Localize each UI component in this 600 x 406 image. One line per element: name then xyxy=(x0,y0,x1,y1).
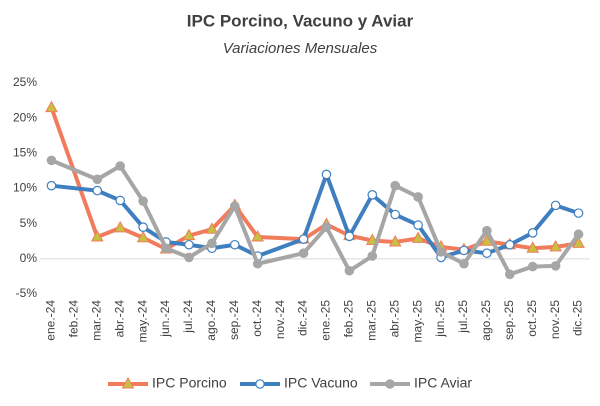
x-tick-label: may.-24 xyxy=(135,300,149,343)
data-point xyxy=(205,222,219,234)
data-point xyxy=(436,247,446,257)
data-point xyxy=(115,195,126,206)
data-point xyxy=(390,209,401,220)
data-point xyxy=(138,196,148,206)
x-tick-label: sep.-25 xyxy=(502,300,516,340)
data-point xyxy=(115,161,126,171)
x-tick-label: ago.-25 xyxy=(479,300,493,341)
y-tick-label: 5% xyxy=(20,216,38,230)
data-point xyxy=(411,231,425,243)
data-point xyxy=(413,192,423,202)
data-point xyxy=(113,220,127,233)
y-tick-label: 20% xyxy=(13,110,37,124)
data-point xyxy=(344,265,355,276)
x-tick-label: sep.-24 xyxy=(227,300,241,340)
chart-subtitle: Variaciones Mensuales xyxy=(223,40,378,57)
chart-title: IPC Porcino, Vacuno y Aviar xyxy=(187,11,414,30)
data-point xyxy=(229,239,240,250)
data-point xyxy=(251,229,265,242)
data-point xyxy=(138,222,148,232)
legend-marker xyxy=(121,376,135,389)
x-tick-label: oct.-24 xyxy=(250,300,264,337)
data-point xyxy=(480,234,494,246)
data-point xyxy=(482,225,492,236)
legend-marker xyxy=(385,379,395,389)
data-point xyxy=(321,169,332,180)
data-point xyxy=(527,228,538,238)
x-tick-label: mar.-24 xyxy=(89,300,103,341)
data-point xyxy=(573,208,584,218)
data-point xyxy=(573,229,584,240)
x-tick-label: feb.-24 xyxy=(67,300,81,338)
x-tick-label: abr.-25 xyxy=(387,300,401,338)
x-tick-label: nov.-25 xyxy=(548,300,562,339)
legend-marker xyxy=(255,379,265,389)
data-point xyxy=(298,248,309,259)
data-point xyxy=(367,251,378,261)
data-point xyxy=(549,239,562,252)
x-tick-label: ene.-24 xyxy=(44,300,58,341)
data-point xyxy=(504,269,515,280)
x-tick-label: dic.-25 xyxy=(571,300,585,336)
data-point xyxy=(136,230,150,243)
data-point xyxy=(482,248,492,259)
x-tick-label: jul.-25 xyxy=(456,300,470,334)
data-point xyxy=(161,243,171,254)
data-point xyxy=(252,258,263,269)
legend-label: IPC Aviar xyxy=(414,375,472,391)
data-point xyxy=(526,241,540,253)
x-tick-label: mar.-25 xyxy=(364,300,378,341)
y-tick-label: 15% xyxy=(13,146,37,160)
data-point xyxy=(46,155,57,166)
x-tick-label: abr.-24 xyxy=(112,300,126,338)
series xyxy=(46,169,584,263)
data-point xyxy=(184,252,194,263)
series xyxy=(46,155,584,280)
x-tick-label: ene.-25 xyxy=(319,300,333,341)
x-tick-label: feb.-25 xyxy=(342,300,356,338)
data-point xyxy=(390,180,401,191)
data-point xyxy=(572,236,585,248)
y-tick-label: 0% xyxy=(20,251,38,265)
x-tick-label: jun.-24 xyxy=(158,300,172,338)
x-tick-label: jul.-24 xyxy=(181,300,195,334)
data-point xyxy=(46,180,57,191)
data-point xyxy=(92,174,103,185)
data-point xyxy=(504,239,515,250)
x-tick-label: may.-25 xyxy=(410,300,424,343)
data-point xyxy=(344,231,355,242)
data-point xyxy=(298,234,309,244)
data-point xyxy=(184,239,194,250)
data-point xyxy=(45,100,58,113)
data-point xyxy=(182,228,196,241)
data-point xyxy=(229,201,240,211)
x-tick-label: jun.-25 xyxy=(433,300,447,338)
data-point xyxy=(527,261,538,272)
y-tick-label: 10% xyxy=(13,181,37,195)
data-point xyxy=(367,190,378,200)
series-line xyxy=(50,158,581,277)
x-tick-label: dic.-24 xyxy=(296,300,310,336)
x-tick-label: nov.-24 xyxy=(273,300,287,339)
data-point xyxy=(321,222,332,232)
legend-label: IPC Porcino xyxy=(152,375,227,391)
data-point xyxy=(550,261,561,271)
data-point xyxy=(413,220,423,230)
x-tick-label: oct.-25 xyxy=(525,300,539,337)
x-tick-label: ago.-24 xyxy=(204,300,218,341)
series-line xyxy=(49,106,579,252)
data-point xyxy=(207,238,217,249)
data-point xyxy=(90,229,104,242)
data-point xyxy=(459,245,469,256)
y-tick-label: 25% xyxy=(13,75,37,89)
data-point xyxy=(459,258,469,269)
legend-label: IPC Vacuno xyxy=(284,375,358,391)
data-point xyxy=(550,200,561,211)
data-point xyxy=(92,185,103,196)
y-tick-label: -5% xyxy=(16,286,38,300)
data-point xyxy=(388,234,402,247)
